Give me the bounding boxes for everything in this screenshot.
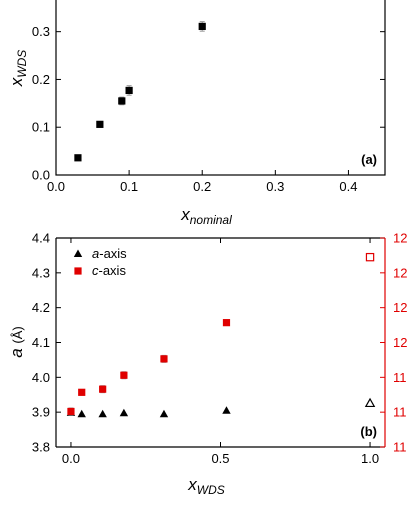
right-tick-label-b: 12	[393, 300, 407, 315]
y-axis-label-unit-b: (Å)	[10, 326, 25, 343]
legend-entry-b: a-axis	[92, 246, 127, 261]
data-point-b	[159, 409, 169, 418]
data-point-a	[198, 22, 206, 31]
data-point-b	[78, 388, 86, 396]
y-tick-label-b: 4.1	[32, 335, 50, 350]
y-tick-label-b: 4.0	[32, 370, 50, 385]
data-point-b	[98, 409, 107, 418]
panel-label-b: (b)	[360, 424, 377, 439]
data-point-b	[119, 408, 129, 417]
data-point-b	[222, 319, 231, 327]
legend-entry-suffix-b: -axis	[99, 263, 127, 278]
x-tick-label-a: 0.4	[339, 179, 357, 194]
data-point-b	[120, 371, 128, 379]
plot-frame-a	[55, 0, 386, 176]
right-tick-label-b: 11	[393, 405, 407, 420]
x-tick-label-b: 0.5	[211, 451, 229, 466]
x-axis-label-sub-b: WDS	[197, 483, 225, 497]
legend-entry-name-b: c	[92, 263, 99, 278]
y-tick-label-b: 4.4	[32, 231, 50, 246]
data-point-b	[364, 397, 376, 408]
legend-marker-b	[74, 267, 82, 275]
data-point-b	[160, 355, 168, 363]
right-tick-label-b: 11	[393, 370, 407, 385]
x-tick-label-b: 1.0	[361, 451, 379, 466]
data-point-b	[222, 406, 231, 414]
data-point-b	[365, 252, 375, 262]
x-axis-label-a: xnominal	[180, 205, 232, 227]
x-tick-label-a: 0.1	[120, 179, 138, 194]
right-tick-label-b: 11	[393, 440, 407, 455]
data-point-a	[125, 86, 133, 95]
data-point-b	[99, 385, 107, 393]
data-point-a	[74, 154, 82, 162]
legend-entry-b: c-axis	[92, 263, 126, 278]
y-tick-label-a: 0.3	[32, 24, 50, 39]
data-point-a	[118, 97, 126, 105]
x-tick-label-b: 0.0	[62, 451, 80, 466]
right-tick-label-b: 12	[393, 231, 407, 246]
y-tick-label-a: 0.2	[32, 72, 50, 87]
legend-marker-b	[73, 249, 83, 257]
panel-a-xwds-vs-xnominal: 0.00.10.20.30.40.00.10.20.30.4(a)xnomina…	[7, 0, 386, 227]
right-tick-label-b: 12	[393, 265, 407, 280]
data-point-b	[77, 409, 86, 418]
panel-b-lattice-parameters: 0.0 0.5 1.0 3.8 3.9 4.0 4.1 4.2 4.3 4.4 11 11 11 12 12…	[7, 231, 407, 498]
x-axis-label-sub-a: nominal	[190, 213, 232, 227]
y-tick-label-a: 0.1	[32, 120, 50, 135]
y-axis-label-sub-a: WDS	[15, 50, 29, 78]
y-tick-label-b: 4.2	[32, 300, 50, 315]
legend-entry-suffix-b: -axis	[99, 246, 127, 261]
data-point-a	[96, 120, 104, 128]
y-axis-label-a: xWDS	[7, 50, 29, 88]
legend-entry-name-b: a	[92, 246, 99, 261]
x-axis-label-b: xWDS	[187, 475, 225, 497]
x-tick-label-a: 0.0	[47, 179, 65, 194]
panel-label-a: (a)	[361, 152, 377, 167]
data-point-b	[67, 407, 75, 416]
y-tick-label-a: 0.0	[32, 168, 50, 183]
y-axis-label-b: a (Å)	[7, 326, 26, 358]
x-tick-label-a: 0.3	[266, 179, 284, 194]
y-tick-label-b: 4.3	[32, 265, 50, 280]
y-tick-label-b: 3.9	[32, 405, 50, 420]
y-tick-label-b: 3.8	[32, 440, 50, 455]
x-tick-label-a: 0.2	[193, 179, 211, 194]
right-tick-label-b: 12	[393, 335, 407, 350]
